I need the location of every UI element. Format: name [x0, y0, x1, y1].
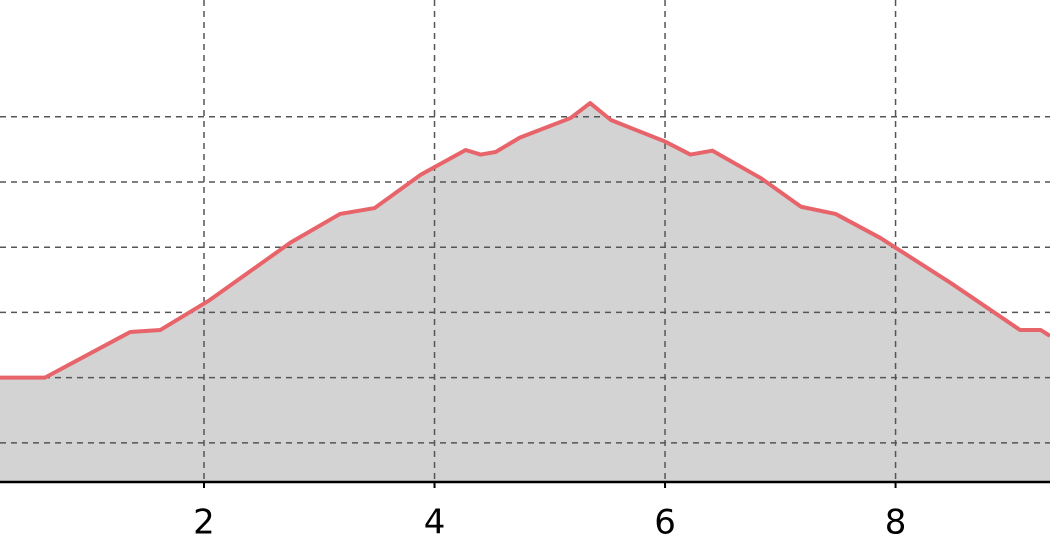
x-tick-label: 4 [424, 503, 446, 543]
x-tick-label: 8 [885, 503, 907, 543]
x-tick-label: 6 [654, 503, 676, 543]
x-tick-label: 2 [193, 503, 215, 543]
profile-line [0, 101, 1050, 380]
area-fill [0, 103, 1050, 483]
